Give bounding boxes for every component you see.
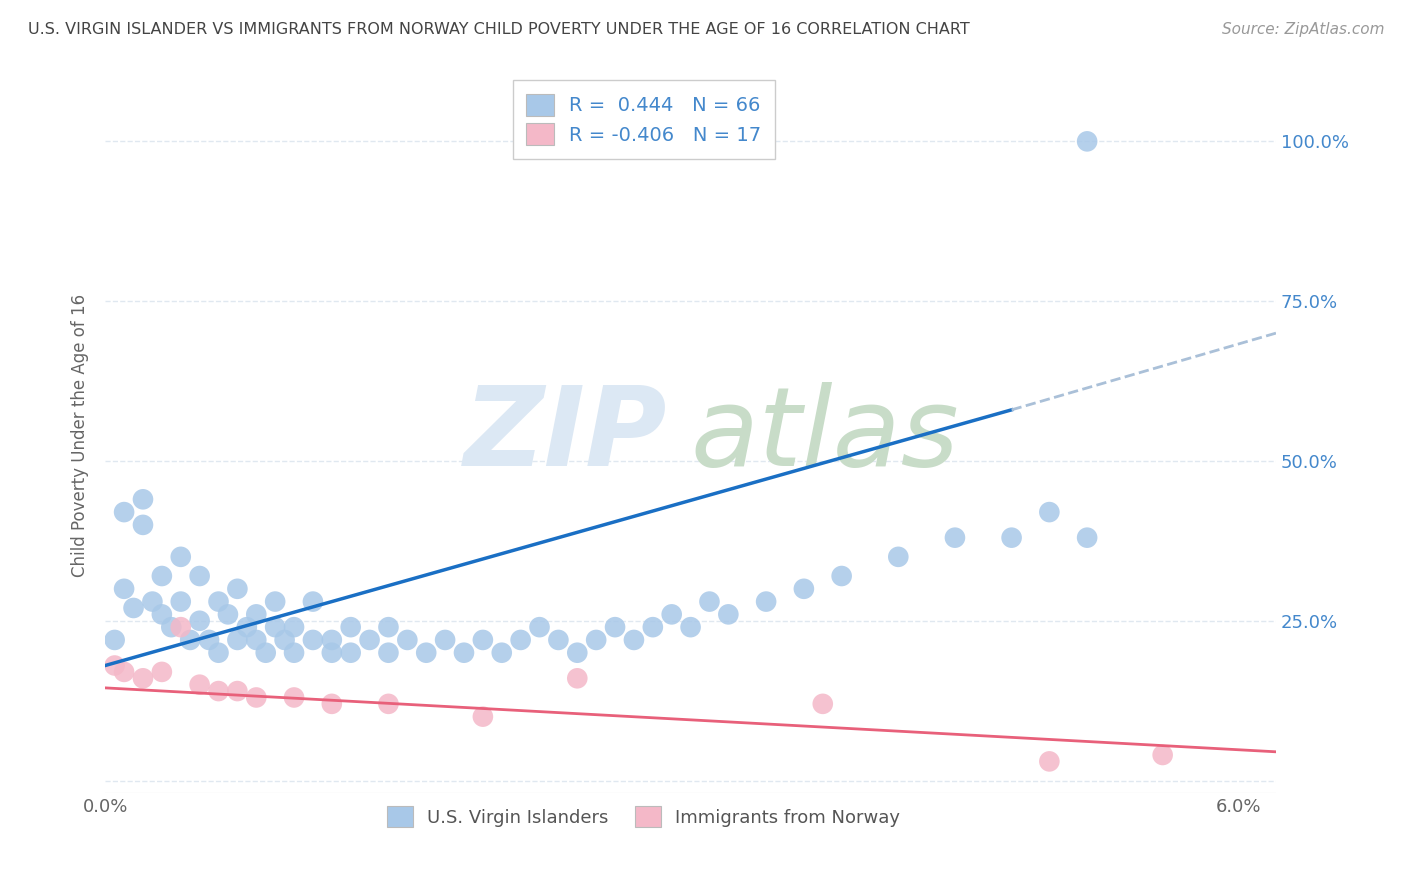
Point (141, 594, 163, 608)
Point (717, 607, 740, 622)
Point (811, 697, 834, 711)
Text: atlas: atlas (690, 382, 959, 489)
Point (264, 620, 287, 634)
Point (471, 632, 494, 647)
Point (641, 620, 664, 634)
Point (245, 690, 267, 705)
Point (170, 594, 193, 608)
Point (160, 620, 183, 634)
Point (434, 632, 457, 647)
Point (226, 632, 249, 647)
Point (188, 569, 211, 583)
Y-axis label: Child Poverty Under the Age of 16: Child Poverty Under the Age of 16 (72, 293, 89, 577)
Point (104, 632, 127, 647)
Point (302, 594, 325, 608)
Point (943, 531, 966, 545)
Point (112, 665, 135, 679)
Point (132, 492, 155, 507)
Point (396, 632, 419, 647)
Point (217, 607, 239, 622)
Point (207, 684, 229, 698)
Point (887, 549, 910, 564)
Point (603, 620, 626, 634)
Point (170, 549, 193, 564)
Point (236, 620, 259, 634)
Point (1076, 531, 1098, 545)
Text: Source: ZipAtlas.com: Source: ZipAtlas.com (1222, 22, 1385, 37)
Point (112, 505, 135, 519)
Point (699, 594, 721, 608)
Point (339, 646, 361, 660)
Point (415, 646, 437, 660)
Point (283, 690, 305, 705)
Point (1076, 134, 1098, 148)
Point (245, 607, 267, 622)
Point (339, 620, 361, 634)
Point (755, 594, 778, 608)
Point (150, 665, 173, 679)
Point (132, 517, 155, 532)
Point (1038, 755, 1060, 769)
Point (226, 582, 249, 596)
Point (377, 620, 399, 634)
Point (283, 646, 305, 660)
Point (377, 697, 399, 711)
Point (1152, 747, 1174, 762)
Point (188, 614, 211, 628)
Point (273, 632, 295, 647)
Point (623, 632, 645, 647)
Text: U.S. VIRGIN ISLANDER VS IMMIGRANTS FROM NORWAY CHILD POVERTY UNDER THE AGE OF 16: U.S. VIRGIN ISLANDER VS IMMIGRANTS FROM … (28, 22, 970, 37)
Point (122, 601, 145, 615)
Text: ZIP: ZIP (464, 382, 668, 489)
Point (567, 671, 589, 685)
Point (150, 607, 173, 622)
Point (661, 607, 683, 622)
Point (585, 632, 607, 647)
Legend: U.S. Virgin Islanders, Immigrants from Norway: U.S. Virgin Islanders, Immigrants from N… (380, 799, 907, 834)
Point (547, 632, 569, 647)
Point (283, 620, 305, 634)
Point (793, 582, 815, 596)
Point (150, 569, 173, 583)
Point (491, 646, 513, 660)
Point (359, 632, 381, 647)
Point (254, 646, 277, 660)
Point (377, 646, 399, 660)
Point (321, 646, 343, 660)
Point (529, 620, 551, 634)
Point (207, 594, 229, 608)
Point (104, 658, 127, 673)
Point (198, 632, 221, 647)
Point (132, 671, 155, 685)
Point (302, 632, 325, 647)
Point (188, 678, 211, 692)
Point (679, 620, 702, 634)
Point (321, 697, 343, 711)
Point (264, 594, 287, 608)
Point (453, 646, 475, 660)
Point (170, 620, 193, 634)
Point (1038, 505, 1060, 519)
Point (567, 646, 589, 660)
Point (831, 569, 853, 583)
Point (112, 582, 135, 596)
Point (321, 632, 343, 647)
Point (509, 632, 531, 647)
Point (245, 632, 267, 647)
Point (471, 709, 494, 723)
Point (207, 646, 229, 660)
Point (1000, 531, 1022, 545)
Point (179, 632, 201, 647)
Point (226, 684, 249, 698)
